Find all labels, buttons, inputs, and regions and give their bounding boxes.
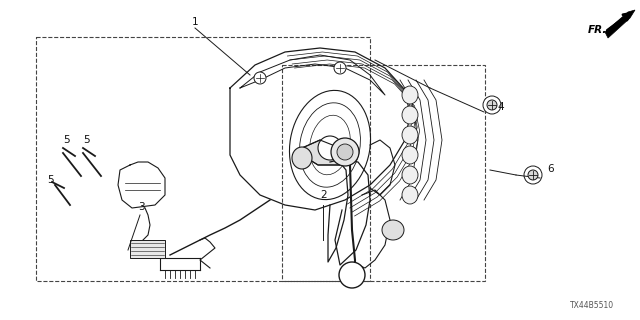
Text: 4: 4 (497, 102, 504, 112)
Circle shape (318, 136, 342, 160)
Text: 1: 1 (192, 17, 198, 27)
Ellipse shape (382, 220, 404, 240)
Polygon shape (130, 240, 165, 258)
Circle shape (487, 100, 497, 110)
Polygon shape (302, 140, 340, 165)
Text: 5: 5 (83, 135, 90, 145)
Ellipse shape (292, 147, 312, 169)
Text: 5: 5 (63, 135, 70, 145)
Ellipse shape (402, 86, 418, 104)
Polygon shape (605, 10, 635, 38)
Circle shape (334, 62, 346, 74)
Circle shape (528, 170, 538, 180)
Ellipse shape (402, 106, 418, 124)
Circle shape (337, 144, 353, 160)
Text: TX44B5510: TX44B5510 (570, 301, 614, 310)
Ellipse shape (402, 186, 418, 204)
Ellipse shape (402, 166, 418, 184)
Circle shape (524, 166, 542, 184)
Circle shape (331, 138, 359, 166)
Text: FR.: FR. (588, 25, 607, 35)
Text: 5: 5 (47, 175, 54, 185)
Circle shape (339, 262, 365, 288)
Ellipse shape (402, 126, 418, 144)
Circle shape (254, 72, 266, 84)
Ellipse shape (402, 146, 418, 164)
Text: 2: 2 (320, 190, 326, 200)
Text: 6: 6 (547, 164, 554, 174)
Text: 3: 3 (138, 202, 145, 212)
Circle shape (483, 96, 501, 114)
